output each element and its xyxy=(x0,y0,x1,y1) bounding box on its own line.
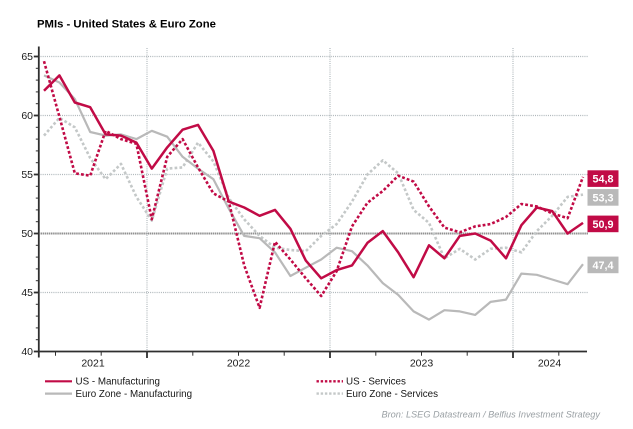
svg-text:54,8: 54,8 xyxy=(592,174,613,186)
svg-text:40: 40 xyxy=(21,346,33,358)
svg-text:60: 60 xyxy=(21,110,33,122)
svg-text:Bron: LSEG Datastream / Belfiu: Bron: LSEG Datastream / Belfius Investme… xyxy=(381,410,601,420)
svg-text:2021: 2021 xyxy=(81,358,105,370)
svg-text:65: 65 xyxy=(21,51,33,63)
svg-text:45: 45 xyxy=(21,287,33,299)
svg-text:47,4: 47,4 xyxy=(592,260,613,272)
svg-text:50: 50 xyxy=(21,228,33,240)
svg-text:Euro Zone - Services: Euro Zone - Services xyxy=(346,389,438,400)
svg-text:50,9: 50,9 xyxy=(592,219,613,231)
svg-text:Euro Zone - Manufacturing: Euro Zone - Manufacturing xyxy=(76,389,193,400)
svg-text:US - Services: US - Services xyxy=(346,377,406,388)
svg-text:55: 55 xyxy=(21,169,33,181)
svg-text:2024: 2024 xyxy=(538,358,562,370)
svg-text:2022: 2022 xyxy=(227,358,251,370)
svg-text:53,3: 53,3 xyxy=(592,192,613,204)
svg-text:US - Manufacturing: US - Manufacturing xyxy=(76,377,160,388)
svg-text:2023: 2023 xyxy=(410,358,434,370)
svg-text:PMIs - United States & Euro Zo: PMIs - United States & Euro Zone xyxy=(37,19,216,31)
